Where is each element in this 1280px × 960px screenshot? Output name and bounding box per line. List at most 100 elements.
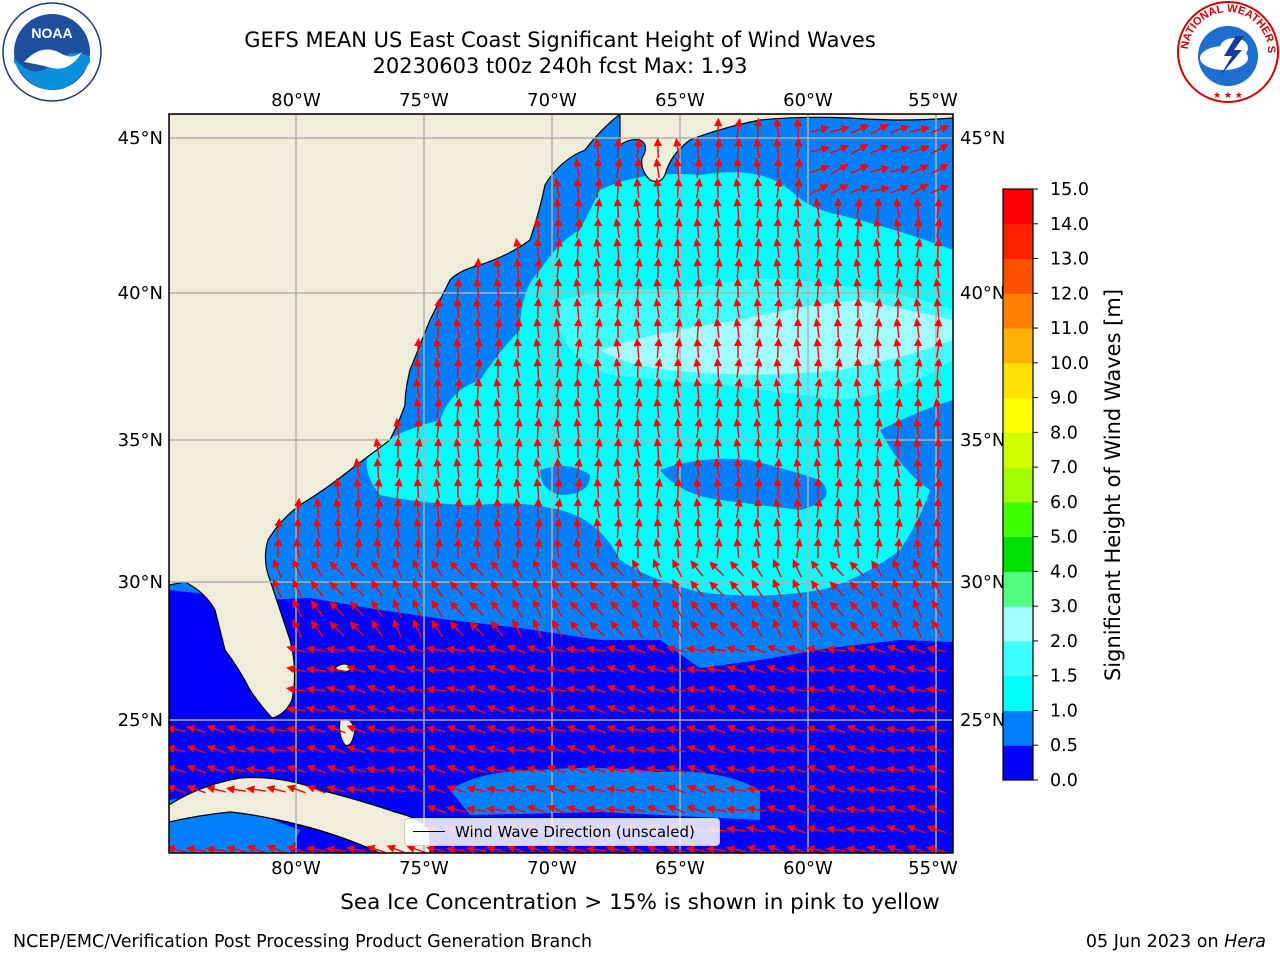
wave-direction-arrow [425, 665, 446, 674]
colorbar-segment [1003, 606, 1033, 642]
wave-direction-arrow [346, 724, 366, 734]
wave-direction-arrow [826, 784, 846, 793]
wave-direction-arrow [849, 561, 865, 577]
wave-direction-arrow [445, 665, 467, 674]
wave-direction-arrow [469, 621, 485, 637]
wave-direction-arrow [794, 297, 803, 318]
wave-direction-arrow [325, 665, 347, 674]
wave-direction-arrow [706, 784, 726, 794]
wave-direction-arrow [534, 377, 543, 399]
wave-direction-arrow [553, 217, 563, 239]
wave-direction-arrow [626, 644, 646, 654]
wave-direction-arrow [726, 684, 746, 694]
wave-direction-arrow [674, 317, 683, 338]
wave-direction-arrow [466, 684, 486, 694]
wave-direction-arrow [613, 337, 622, 358]
wave-direction-arrow [646, 784, 666, 794]
wave-direction-arrow [793, 117, 802, 139]
wave-direction-arrow [449, 581, 465, 597]
wave-direction-arrow [706, 764, 726, 774]
wave-direction-arrow [554, 377, 563, 398]
svg-text:NOAA: NOAA [31, 25, 72, 41]
wave-direction-arrow [786, 844, 806, 853]
wave-direction-arrow [905, 725, 926, 734]
wave-direction-arrow [446, 764, 466, 774]
wave-direction-arrow [894, 537, 903, 559]
wave-direction-arrow [934, 337, 943, 359]
lat-label-left: 45°N [118, 128, 163, 149]
lat-label-right: 40°N [960, 283, 1005, 304]
wave-direction-arrow [493, 397, 502, 418]
wave-direction-arrow [333, 477, 342, 498]
wave-direction-arrow [926, 845, 946, 853]
wave-direction-arrow [426, 725, 446, 734]
wave-direction-arrow [493, 537, 502, 559]
wave-direction-arrow [706, 684, 726, 694]
wave-direction-arrow [866, 745, 886, 754]
wave-direction-arrow [746, 684, 766, 694]
wave-direction-arrow [573, 397, 582, 418]
wave-direction-arrow [673, 237, 683, 259]
wave-direction-arrow [606, 845, 626, 853]
wave-direction-arrow [373, 457, 383, 479]
wave-direction-arrow [725, 785, 747, 794]
wave-direction-arrow [854, 217, 863, 239]
wave-direction-arrow [766, 804, 786, 813]
wave-direction-arrow [834, 477, 843, 499]
wave-direction-arrow [729, 581, 744, 597]
wave-direction-arrow [493, 277, 502, 298]
wave-direction-arrow [565, 845, 587, 853]
wave-direction-arrow [914, 497, 923, 519]
wave-direction-arrow [931, 559, 943, 578]
wave-direction-arrow [666, 804, 686, 814]
wave-direction-arrow [626, 844, 646, 853]
wave-direction-arrow [466, 764, 486, 774]
wave-direction-arrow [713, 357, 723, 379]
wave-direction-arrow [506, 684, 526, 694]
wave-direction-arrow [589, 581, 605, 597]
wave-direction-arrow [453, 297, 462, 319]
wave-direction-arrow [633, 197, 642, 219]
wave-direction-arrow [525, 745, 547, 754]
wave-direction-arrow [890, 184, 910, 194]
wave-direction-arrow [634, 377, 643, 399]
wave-direction-arrow [469, 561, 485, 577]
wave-direction-arrow [551, 559, 563, 578]
wave-direction-arrow [713, 437, 722, 459]
wave-direction-arrow [613, 437, 623, 459]
map-title: GEFS MEAN US East Coast Significant Heig… [244, 28, 876, 52]
wave-direction-arrow [551, 619, 563, 638]
wave-direction-arrow [626, 805, 646, 814]
wave-direction-arrow [589, 601, 605, 617]
wave-direction-arrow [814, 397, 823, 419]
wave-direction-arrow [734, 257, 743, 279]
wave-direction-arrow [672, 559, 683, 578]
wave-direction-arrow [626, 684, 646, 694]
wave-direction-arrow [494, 317, 503, 338]
wave-direction-arrow [431, 579, 443, 598]
wave-direction-arrow [646, 804, 666, 814]
wave-direction-arrow [813, 417, 823, 439]
wave-direction-arrow [652, 618, 662, 638]
wave-direction-arrow [593, 537, 603, 559]
wave-direction-arrow [373, 537, 382, 559]
wave-direction-arrow [545, 705, 567, 714]
wave-direction-arrow [833, 537, 842, 559]
wave-direction-arrow [386, 644, 406, 654]
wave-direction-arrow [853, 497, 862, 519]
wave-direction-arrow [914, 477, 923, 499]
wave-direction-arrow [733, 417, 742, 438]
wave-direction-arrow [413, 337, 423, 359]
wave-direction-arrow [870, 600, 884, 617]
colorbar-segment [1003, 571, 1033, 607]
wave-direction-arrow [905, 745, 927, 754]
wave-direction-arrow [673, 517, 682, 539]
wave-direction-arrow [466, 724, 486, 734]
wave-direction-arrow [610, 580, 624, 597]
wave-direction-arrow [733, 537, 742, 559]
wave-direction-arrow [326, 704, 346, 714]
wave-direction-arrow [573, 517, 582, 538]
wave-direction-arrow [349, 621, 365, 637]
wave-direction-arrow [345, 845, 367, 853]
wave-direction-arrow [714, 537, 723, 559]
